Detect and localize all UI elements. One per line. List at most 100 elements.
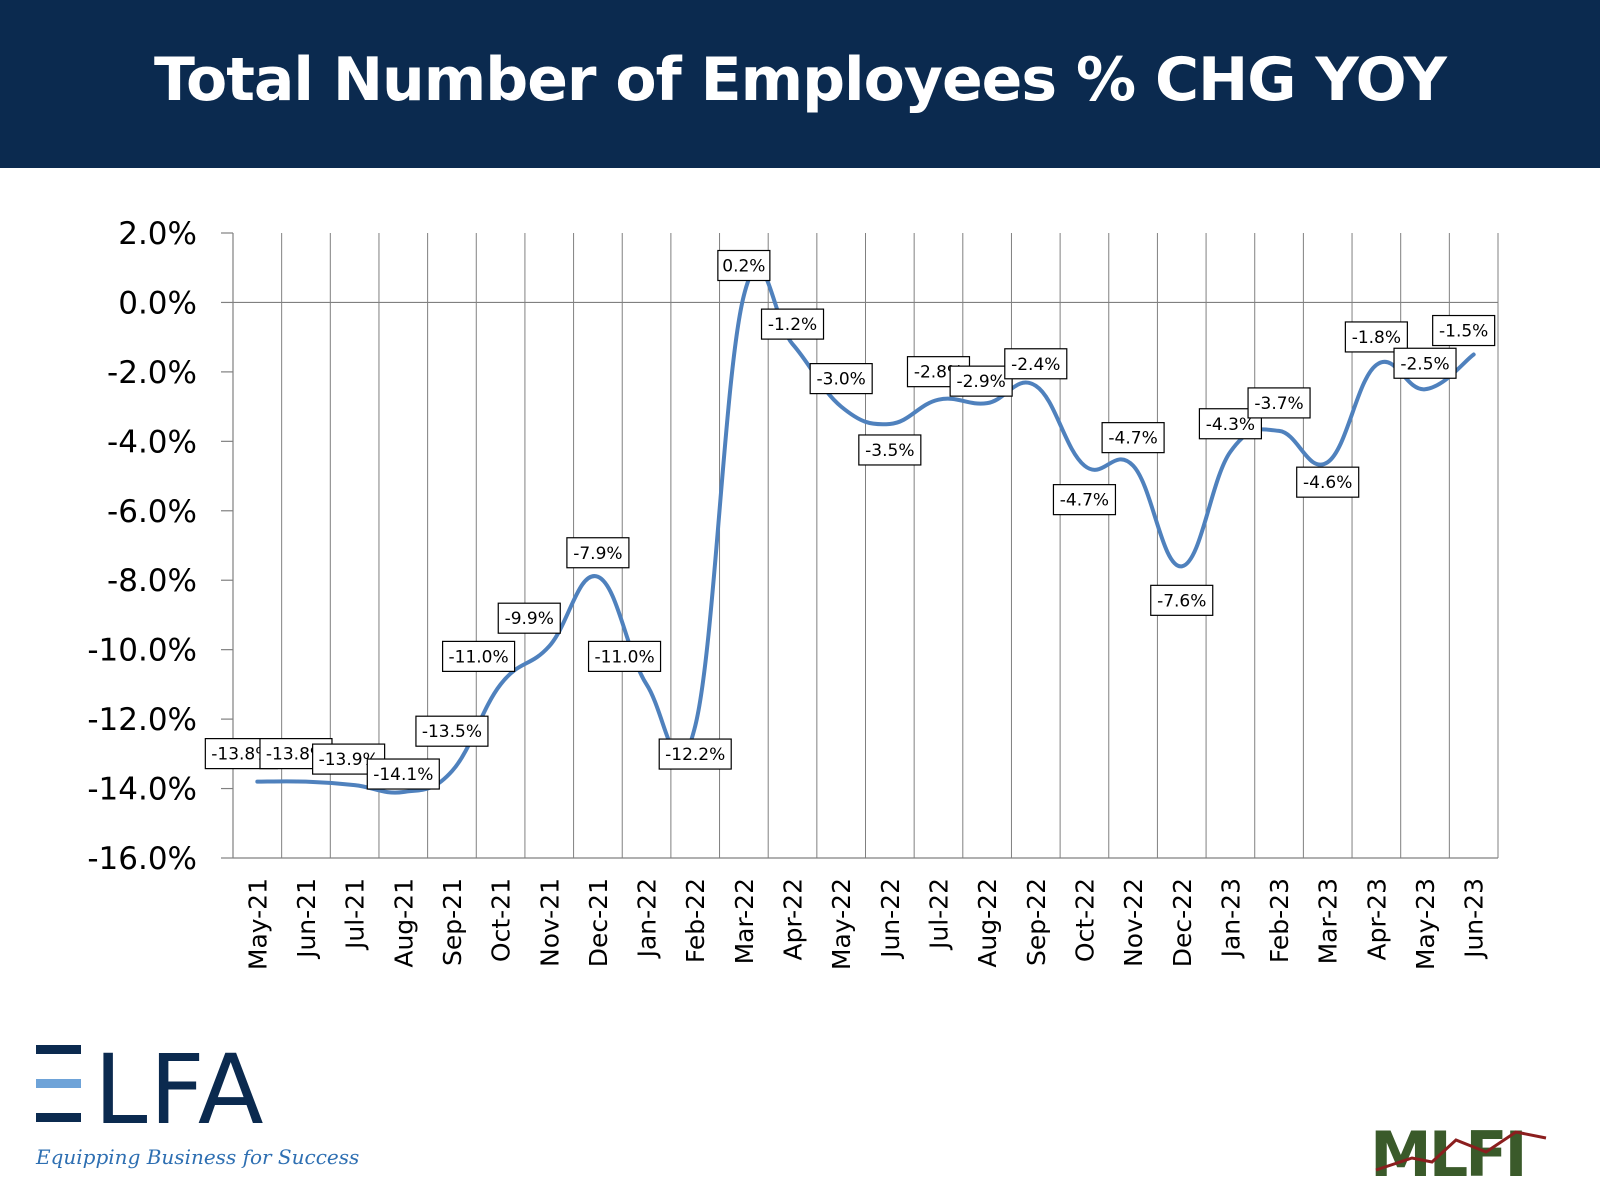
data-label-text: -7.9% <box>573 544 622 564</box>
x-tick-label: Jun-23 <box>1460 878 1489 960</box>
x-tick-label: Jul-22 <box>924 878 953 951</box>
x-tick-label: Oct-21 <box>487 878 516 962</box>
data-label-text: -2.5% <box>1400 354 1449 374</box>
y-tick-label: -14.0% <box>87 772 197 808</box>
data-label-box <box>441 640 516 672</box>
data-label-box <box>1004 348 1068 380</box>
data-label-text: -13.8% <box>266 745 326 765</box>
data-label-box <box>1344 321 1408 353</box>
data-label: -14.1% <box>366 758 440 790</box>
x-tick-label: Jul-21 <box>341 878 370 951</box>
mlfi-logo: MLFI <box>1370 1118 1547 1182</box>
data-label-text: -13.9% <box>319 750 379 770</box>
x-tick-label: Feb-23 <box>1265 878 1294 963</box>
y-tick-label: 2.0% <box>118 216 197 252</box>
data-label: 0.2% <box>717 249 771 282</box>
x-tick-label: Sep-21 <box>438 878 467 966</box>
data-label: -11.0% <box>587 640 662 672</box>
data-label-text: -13.8% <box>211 745 271 765</box>
y-tick-label: -10.0% <box>87 633 197 669</box>
data-label-text: 0.2% <box>722 257 765 277</box>
data-label: -7.6% <box>1150 584 1214 616</box>
x-tick-label: Jan-22 <box>633 878 662 959</box>
data-label-box <box>587 640 662 672</box>
elfa-logo-text: LFA <box>94 1045 266 1146</box>
x-tick-label: Dec-22 <box>1168 878 1197 967</box>
data-label-text: -11.0% <box>594 647 654 667</box>
data-label-text: -1.8% <box>1352 328 1401 348</box>
elfa-logo-bar-top <box>36 1045 81 1054</box>
mlfi-logo-trend-line <box>1375 1130 1547 1172</box>
data-label-text: -1.2% <box>768 315 817 335</box>
data-label-text: -11.0% <box>449 647 509 667</box>
x-tick-label: Aug-21 <box>389 878 418 968</box>
data-label: -3.7% <box>1247 387 1311 419</box>
data-label-text: -7.6% <box>1157 591 1206 611</box>
gridlines <box>281 233 1499 858</box>
x-tick-label: Aug-22 <box>973 878 1002 968</box>
y-tick-label: 0.0% <box>118 285 197 321</box>
data-label-box <box>949 365 1013 397</box>
data-label-box <box>1150 584 1214 616</box>
elfa-logo-bar-bottom <box>36 1113 81 1122</box>
data-label-text: -4.3% <box>1206 415 1255 435</box>
x-tick-label: Jan-23 <box>1216 878 1245 959</box>
y-tick-label: -2.0% <box>107 355 197 391</box>
data-label-box <box>717 249 771 282</box>
data-label: -7.9% <box>566 537 630 569</box>
y-tick-label: -12.0% <box>87 702 197 738</box>
data-label-text: -4.7% <box>1060 491 1109 511</box>
data-label-box <box>1432 314 1496 347</box>
data-label: -1.2% <box>760 308 825 340</box>
x-tick-label: Mar-23 <box>1314 878 1343 964</box>
data-label-text: -2.4% <box>1011 355 1060 375</box>
x-tick-label: May-21 <box>243 878 272 970</box>
data-label: -4.7% <box>1101 422 1165 454</box>
x-tick-label: Jun-21 <box>292 878 321 960</box>
data-label-box <box>1101 422 1165 454</box>
data-label: -2.9% <box>949 365 1013 397</box>
data-label: -4.3% <box>1198 408 1263 440</box>
data-label-text: -4.7% <box>1108 429 1157 449</box>
data-label: -9.9% <box>497 602 561 634</box>
data-label: -2.5% <box>1393 347 1457 379</box>
data-label-text: -13.5% <box>422 722 482 742</box>
data-label-text: -9.9% <box>505 609 554 629</box>
line-chart: 2.0% 0.0% -2.0% -4.0% -6.0% -8.0% -10.0% -12.0%… <box>87 216 1499 970</box>
y-tick-label: -6.0% <box>107 494 197 530</box>
data-label-box <box>566 537 630 569</box>
x-tick-label: Nov-22 <box>1119 878 1148 967</box>
data-label-box <box>658 738 732 770</box>
data-label: -2.4% <box>1004 348 1068 380</box>
x-axis-ticks: May-21 Jun-21 Jul-21 Aug-21 Sep-21 Oct-21 Nov-… <box>243 878 1488 970</box>
data-label-text: -3.7% <box>1254 394 1303 414</box>
data-label: -1.5% <box>1432 314 1496 347</box>
data-label: -12.2% <box>658 738 732 770</box>
elfa-logo-bar-mid <box>36 1079 81 1088</box>
data-label: -13.5% <box>415 715 489 747</box>
x-tick-label: May-23 <box>1411 878 1440 970</box>
x-tick-label: Sep-22 <box>1022 878 1051 966</box>
data-label-text: -14.1% <box>373 765 433 785</box>
y-tick-label: -8.0% <box>107 563 197 599</box>
x-tick-label: Feb-22 <box>681 878 710 963</box>
data-label-text: -1.5% <box>1439 322 1488 342</box>
x-tick-label: Apr-22 <box>779 878 808 960</box>
data-label-box <box>1393 347 1457 379</box>
x-tick-label: Oct-22 <box>1070 878 1099 962</box>
data-label-box <box>1052 484 1117 516</box>
data-label: -3.5% <box>858 434 922 466</box>
data-label: -11.0% <box>441 640 516 672</box>
data-label: -4.7% <box>1052 484 1117 516</box>
chart-title: Total Number of Employees % CHG YOY <box>154 45 1447 115</box>
data-label-text: -4.6% <box>1303 473 1352 493</box>
y-tick-label: -16.0% <box>87 841 197 877</box>
data-label-box <box>415 715 489 747</box>
data-label-box <box>1296 466 1360 498</box>
x-tick-label: Dec-21 <box>584 878 613 967</box>
elfa-logo: LFA <box>36 1045 266 1146</box>
x-tick-label: May-22 <box>827 878 856 970</box>
data-label: -1.8% <box>1344 321 1408 353</box>
data-label-box <box>858 434 922 466</box>
data-label-box <box>497 602 561 634</box>
